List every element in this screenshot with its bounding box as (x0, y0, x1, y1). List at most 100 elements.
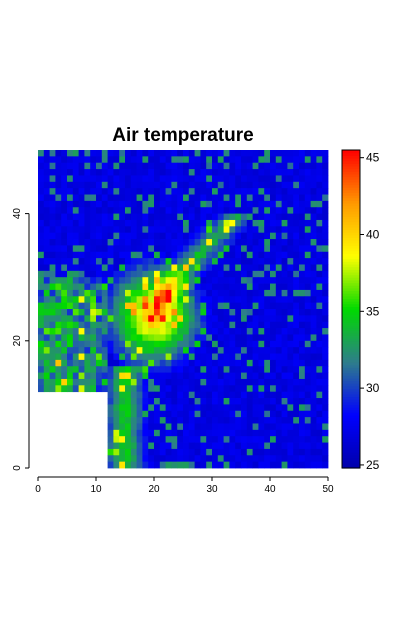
heatmap-cell (310, 398, 317, 405)
heatmap-cell (212, 315, 219, 323)
heatmap-cell (142, 315, 149, 323)
heatmap-cell (183, 270, 190, 278)
heatmap-cell (200, 442, 207, 450)
heatmap-cell (299, 232, 306, 240)
heatmap-cell (223, 315, 230, 323)
colorbar-segment (342, 457, 360, 461)
heatmap-cell (258, 309, 265, 316)
heatmap-cell (252, 328, 259, 335)
heatmap-cell (38, 321, 45, 329)
heatmap-cell (130, 226, 137, 234)
heatmap-cell (177, 353, 184, 361)
heatmap-cell (188, 442, 195, 450)
heatmap-cell (61, 334, 68, 342)
heatmap-cell (107, 258, 114, 265)
heatmap-cell (217, 455, 224, 463)
heatmap-cell (148, 309, 155, 316)
heatmap-cell (183, 162, 190, 170)
heatmap-cell (241, 219, 248, 227)
heatmap-cell (130, 328, 137, 335)
heatmap-cell (281, 289, 288, 297)
heatmap-cell (200, 347, 207, 354)
heatmap-cell (299, 296, 306, 304)
heatmap-cell (113, 200, 120, 208)
heatmap-cell (299, 448, 306, 456)
heatmap-cell (43, 162, 50, 170)
heatmap-cell (229, 378, 236, 386)
heatmap-cell (246, 283, 253, 291)
heatmap-cell (252, 175, 259, 183)
heatmap-cell (171, 219, 178, 227)
heatmap-cell (229, 315, 236, 323)
heatmap-cell (183, 429, 190, 437)
heatmap-cell (252, 366, 259, 373)
heatmap-cell (61, 200, 68, 208)
heatmap-cell (252, 423, 259, 431)
heatmap-cell (107, 359, 114, 367)
heatmap-cell (281, 194, 288, 202)
colorbar-segment (342, 179, 360, 183)
heatmap-cell (148, 410, 155, 418)
heatmap-cell (72, 347, 79, 354)
heatmap-cell (188, 251, 195, 259)
heatmap-cell (310, 461, 317, 469)
heatmap-cell (125, 410, 132, 418)
heatmap-cell (96, 296, 103, 304)
heatmap-cell (142, 188, 149, 195)
heatmap-cell (206, 219, 213, 227)
heatmap-cell (113, 404, 120, 412)
heatmap-cell (183, 372, 190, 380)
heatmap-cell (130, 251, 137, 259)
heatmap-cell (55, 366, 62, 373)
heatmap-cell (183, 436, 190, 443)
heatmap-cell (165, 417, 172, 424)
heatmap-cell (154, 175, 161, 183)
heatmap-cell (287, 328, 294, 335)
heatmap-cell (148, 417, 155, 424)
heatmap-cell (287, 372, 294, 380)
heatmap-cell (177, 162, 184, 170)
heatmap-cell (270, 150, 277, 157)
heatmap-cell (84, 156, 91, 164)
heatmap-cell (241, 353, 248, 361)
heatmap-cell (316, 372, 323, 380)
heatmap-cell (229, 442, 236, 450)
heatmap-cell (200, 309, 207, 316)
heatmap-cell (72, 245, 79, 253)
heatmap-cell (55, 359, 62, 367)
heatmap-cell (241, 391, 248, 399)
heatmap-cell (136, 448, 143, 456)
heatmap-cell (171, 315, 178, 323)
heatmap-cell (223, 353, 230, 361)
heatmap-cell (96, 150, 103, 157)
heatmap-cell (165, 334, 172, 342)
heatmap-cell (159, 359, 166, 367)
heatmap-cell (177, 334, 184, 342)
heatmap-cell (299, 188, 306, 195)
heatmap-cell (49, 372, 56, 380)
heatmap-cell (154, 200, 161, 208)
heatmap-cell (119, 334, 126, 342)
heatmap-cell (299, 239, 306, 246)
heatmap-cell (159, 283, 166, 291)
heatmap-cell (217, 461, 224, 469)
heatmap-cell (101, 245, 108, 253)
heatmap-cell (107, 156, 114, 164)
colorbar-tick-label: 40 (366, 227, 380, 241)
heatmap-cell (200, 283, 207, 291)
heatmap-cell (61, 156, 68, 164)
colorbar-segment (342, 351, 360, 355)
heatmap-cell (96, 347, 103, 354)
heatmap-cell (229, 334, 236, 342)
heatmap-cell (287, 436, 294, 443)
heatmap-cell (275, 340, 282, 348)
heatmap-cell (229, 423, 236, 431)
heatmap-cell (217, 194, 224, 202)
heatmap-cell (246, 200, 253, 208)
heatmap-cell (270, 328, 277, 335)
heatmap-cell (304, 232, 311, 240)
heatmap-cell (258, 442, 265, 450)
heatmap-cell (275, 410, 282, 418)
heatmap-cell (194, 213, 201, 221)
heatmap-cell (206, 340, 213, 348)
